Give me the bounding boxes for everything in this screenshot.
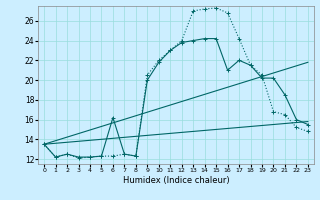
X-axis label: Humidex (Indice chaleur): Humidex (Indice chaleur)	[123, 176, 229, 185]
